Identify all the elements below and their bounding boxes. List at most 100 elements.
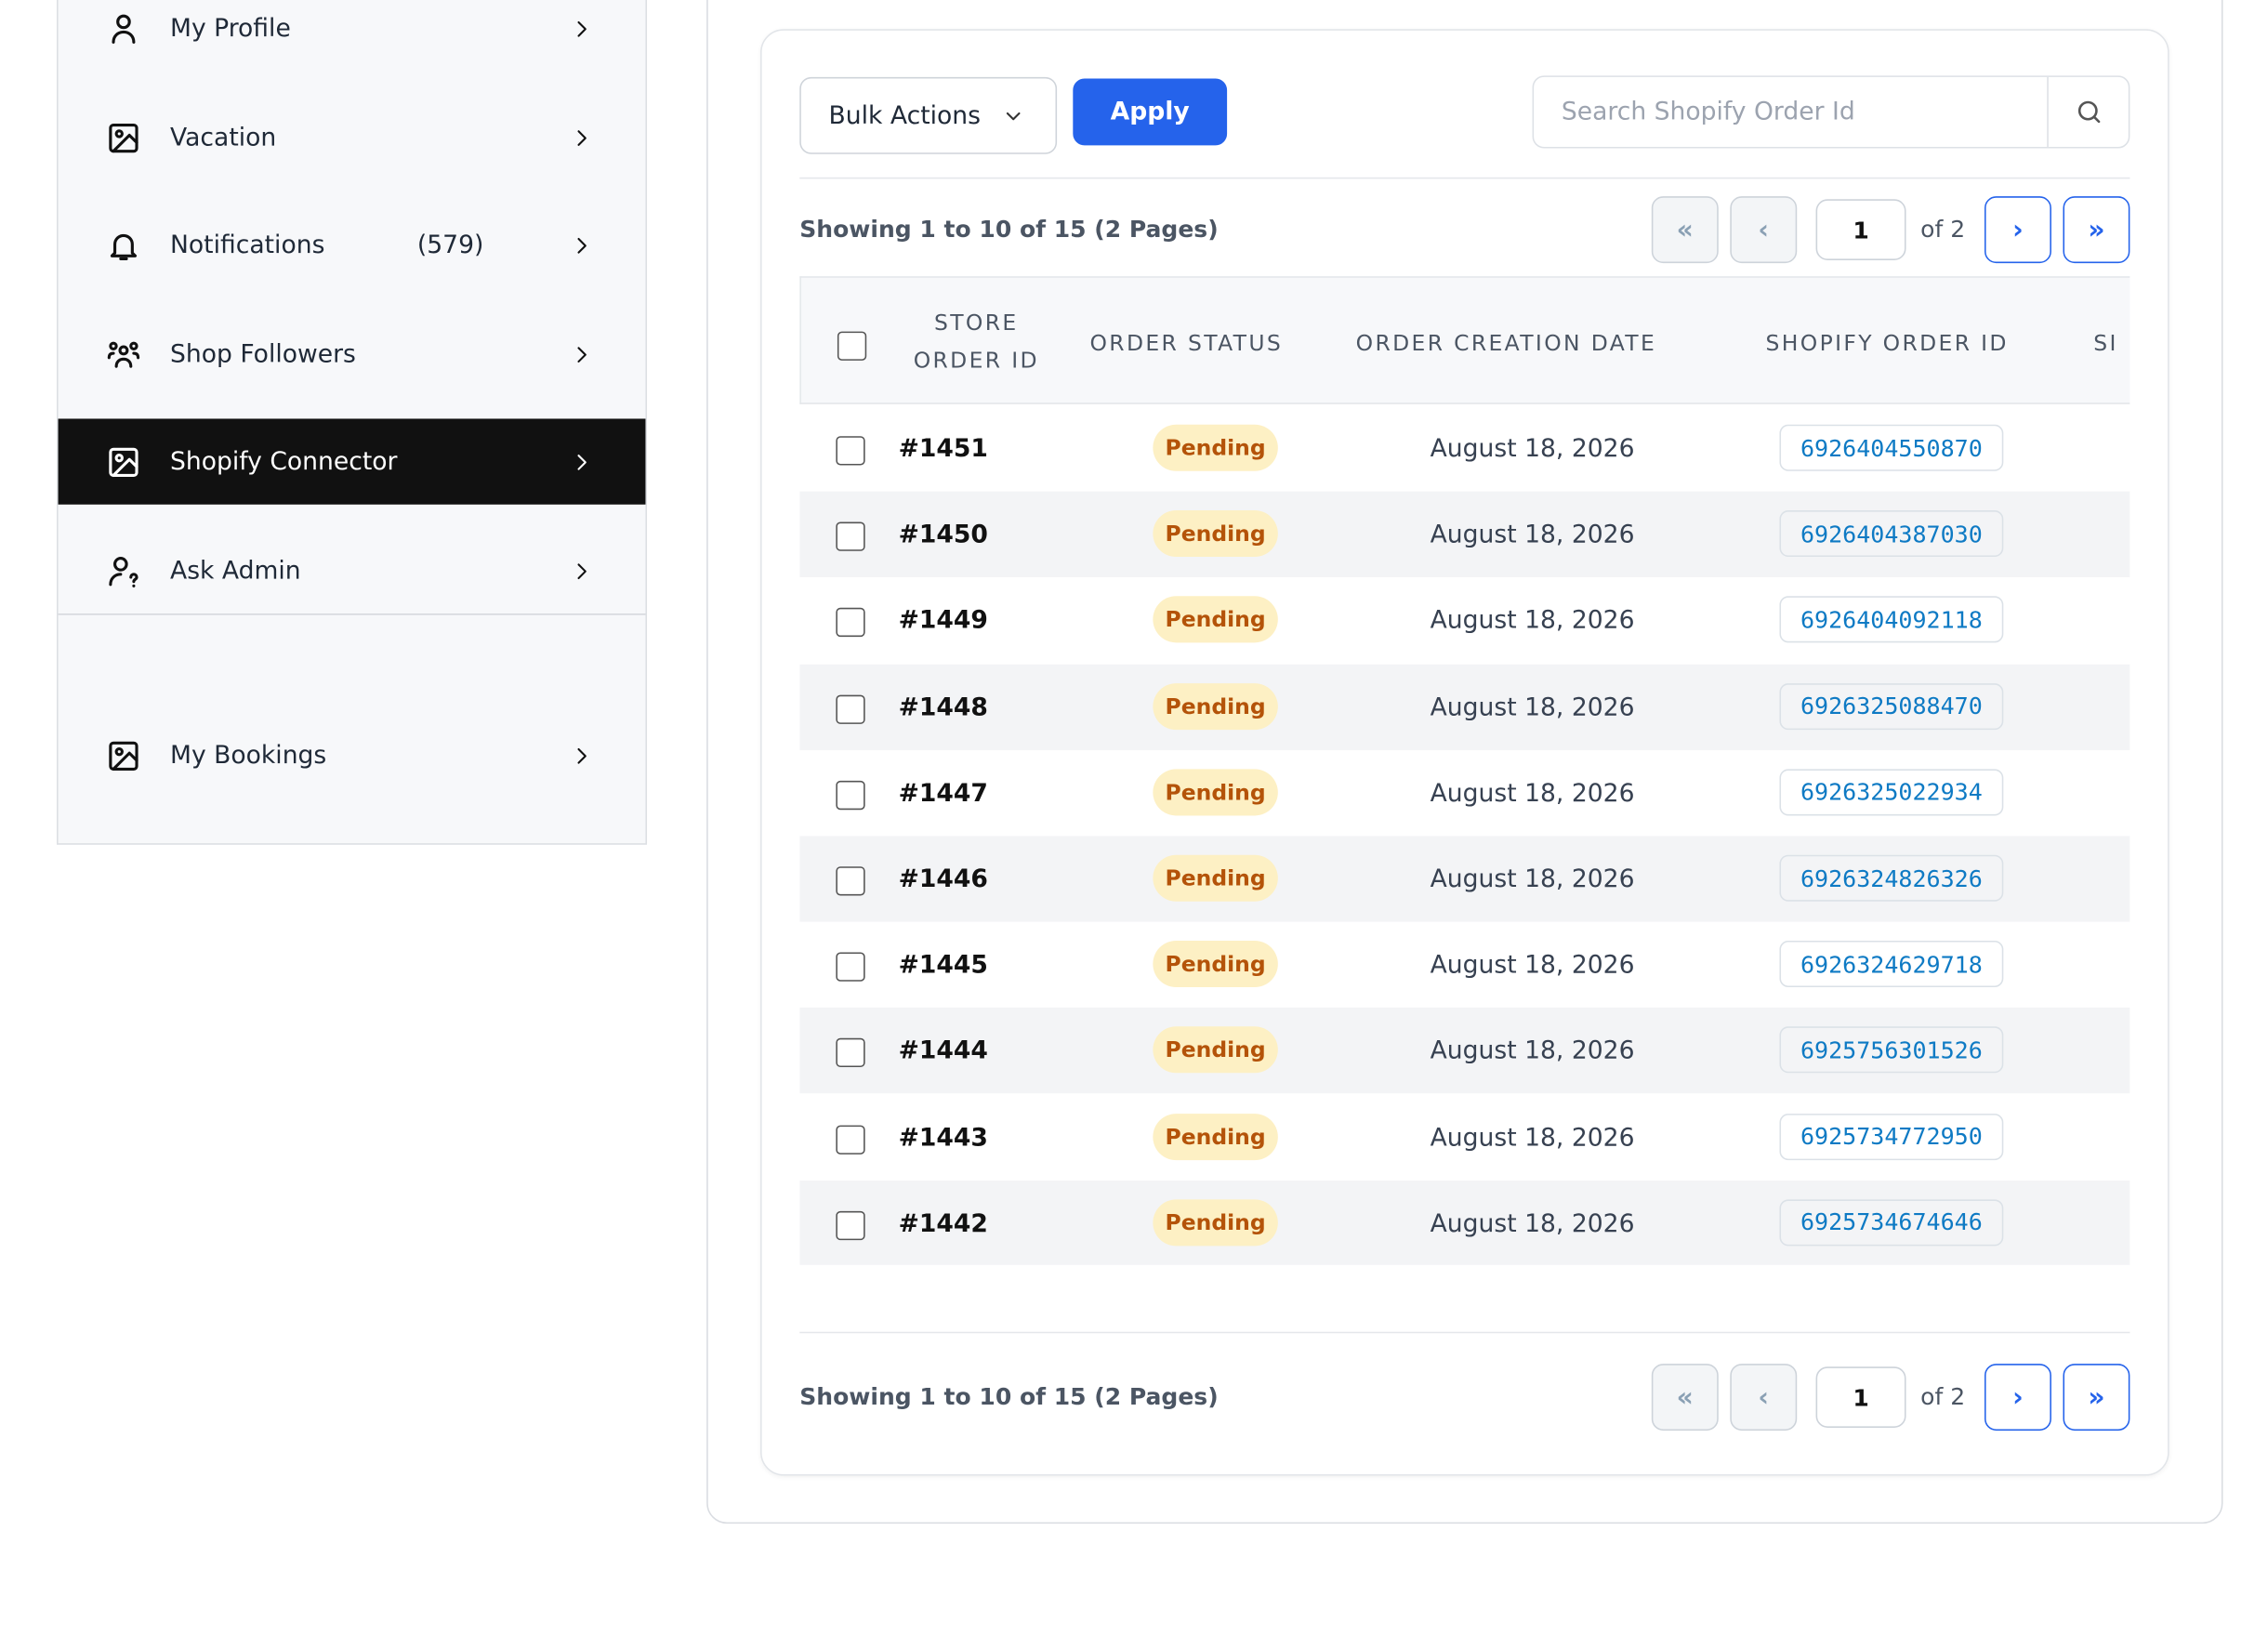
store-order-id: #1443 (898, 1123, 988, 1153)
apply-button[interactable]: Apply (1073, 78, 1228, 146)
next-page-button[interactable]: › (1984, 196, 2051, 264)
page-input[interactable]: 1 (1815, 1366, 1906, 1428)
chevron (577, 454, 587, 469)
prev-page-button[interactable]: ‹ (1730, 196, 1798, 264)
row-checkbox[interactable] (836, 694, 865, 724)
content-panel (706, 0, 2223, 1524)
sidebar-item[interactable]: Notifications (579) (59, 202, 646, 287)
search-divider (2047, 76, 2049, 147)
sidebar-item[interactable]: Vacation (59, 95, 646, 180)
store-order-id: #1449 (898, 606, 988, 637)
sidebar-item[interactable]: Shopify Connector (58, 418, 646, 505)
row-checkbox[interactable] (836, 1038, 865, 1068)
search-placeholder: Search Shopify Order Id (1561, 97, 1855, 127)
dropdown-caret (1006, 112, 1020, 120)
store-order-id: #1450 (898, 521, 988, 550)
status-badge: Pending (1153, 941, 1278, 988)
order-date: August 18, 2026 (1430, 864, 1635, 894)
sidebar-item[interactable]: My Profile (59, 0, 646, 72)
sidebar-item[interactable]: Ask Admin (59, 528, 646, 614)
chevron (577, 237, 587, 253)
chevron (577, 20, 587, 36)
status-badge: Pending (1153, 854, 1278, 902)
order-date: August 18, 2026 (1430, 434, 1635, 464)
next-page-button[interactable]: › (1984, 1364, 2051, 1432)
shopify-order-id[interactable]: 6925734772950 (1779, 1113, 2004, 1160)
item-icon (109, 446, 138, 477)
table-row: #1449 Pending August 18, 2026 6926404092118 (799, 578, 2130, 664)
shopify-order-id[interactable]: 6926404092118 (1779, 596, 2004, 643)
shopify-order-id[interactable]: 6926324629718 (1779, 941, 2004, 988)
sidebar-item[interactable]: Shop Followers (59, 311, 646, 397)
select-all-checkbox[interactable] (837, 331, 867, 361)
store-order-id: #1448 (898, 693, 988, 722)
table-row: #1450 Pending August 18, 2026 6926404387030 (799, 491, 2130, 578)
sidebar: My Profile Vacation Notifications (579) Shop… (56, 0, 648, 845)
row-checkbox[interactable] (836, 608, 865, 638)
chevron (577, 129, 587, 146)
column-header: SI (2093, 330, 2118, 357)
row-checkbox[interactable] (836, 436, 865, 466)
store-order-id: #1451 (898, 434, 988, 464)
table-row: #1448 Pending August 18, 2026 6926325088470 (799, 664, 2130, 750)
order-date: August 18, 2026 (1430, 951, 1635, 981)
table-row: #1443 Pending August 18, 2026 6925734772950 (799, 1094, 2130, 1180)
shopify-order-id[interactable]: 6926325022934 (1779, 769, 2004, 816)
row-checkbox[interactable] (836, 780, 865, 810)
shopify-order-id[interactable]: 6926324826326 (1779, 854, 2004, 902)
row-checkbox[interactable] (836, 866, 865, 896)
pagination-summary: Showing 1 to 10 of 15 (2 Pages) (799, 1382, 1219, 1411)
dropdown-label: Bulk Actions (828, 100, 982, 130)
order-date: August 18, 2026 (1430, 693, 1635, 722)
item-icon (107, 340, 140, 367)
shopify-order-id[interactable]: 6926404550870 (1779, 424, 2004, 471)
prev-page-button[interactable]: ‹ (1730, 1364, 1798, 1432)
item-icon (109, 740, 138, 771)
column-header: STORE ORDER ID (913, 310, 1039, 374)
column-header: ORDER STATUS (1089, 330, 1284, 357)
separator (799, 177, 2130, 179)
store-order-id: #1445 (898, 951, 988, 981)
item-icon (109, 556, 138, 587)
shopify-order-id[interactable]: 6925734674646 (1779, 1199, 2004, 1247)
item-label: Ask Admin (169, 556, 301, 586)
store-order-id: #1446 (898, 864, 988, 894)
first-page-button[interactable]: « (1651, 196, 1719, 264)
bulk-actions-dropdown[interactable]: Bulk Actions (799, 76, 1058, 154)
last-page-button[interactable]: » (2063, 1364, 2130, 1432)
order-date: August 18, 2026 (1430, 779, 1635, 809)
row-checkbox[interactable] (836, 1124, 865, 1154)
column-header: ORDER CREATION DATE (1355, 330, 1657, 357)
shopify-order-id[interactable]: 6926325088470 (1779, 682, 2004, 730)
row-checkbox[interactable] (836, 521, 865, 552)
table-row: #1447 Pending August 18, 2026 6926325022934 (799, 750, 2130, 836)
page-input[interactable]: 1 (1815, 199, 1906, 260)
sidebar-item[interactable]: My Bookings (59, 712, 646, 798)
table-row: #1444 Pending August 18, 2026 6925756301526 (799, 1008, 2130, 1094)
last-page-button[interactable]: » (2063, 196, 2130, 264)
table-row: #1451 Pending August 18, 2026 6926404550870 (799, 405, 2130, 491)
orders-card (760, 29, 2169, 1476)
row-checkbox[interactable] (836, 952, 865, 983)
item-icon (109, 123, 138, 152)
shopify-order-id[interactable]: 6925756301526 (1779, 1026, 2004, 1074)
item-label: My Bookings (169, 740, 327, 771)
row-checkbox[interactable] (836, 1210, 865, 1240)
item-label: Notifications (169, 230, 325, 260)
table-row: #1442 Pending August 18, 2026 6925734674646 (799, 1180, 2130, 1265)
order-date: August 18, 2026 (1430, 521, 1635, 550)
status-badge: Pending (1153, 424, 1278, 471)
item-icon (112, 13, 136, 44)
pagination-summary: Showing 1 to 10 of 15 (2 Pages) (799, 215, 1219, 244)
chevron (577, 562, 587, 579)
shopify-order-id[interactable]: 6926404387030 (1779, 510, 2004, 558)
table-row: #1445 Pending August 18, 2026 6926324629718 (799, 922, 2130, 1008)
item-label: Shop Followers (169, 339, 356, 369)
first-page-button[interactable]: « (1651, 1364, 1719, 1432)
item-label: Shopify Connector (169, 446, 398, 477)
search-box[interactable]: Search Shopify Order Id (1532, 75, 2130, 149)
chevron (577, 346, 587, 363)
status-badge: Pending (1153, 682, 1278, 730)
page-count: of 2 (1920, 1382, 1966, 1411)
chevron (577, 747, 587, 763)
